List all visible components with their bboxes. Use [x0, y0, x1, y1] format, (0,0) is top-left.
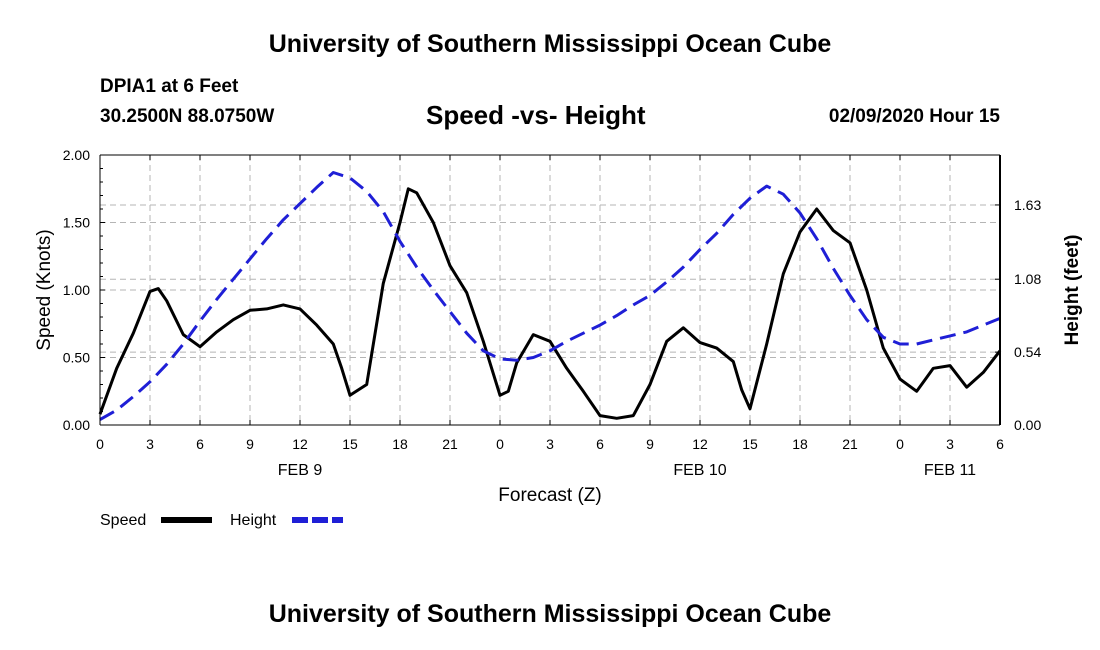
x-tick-label: 3: [146, 436, 154, 452]
y-axis-title: Speed (Knots): [34, 229, 55, 350]
series-layer: [98, 171, 1002, 421]
y-tick-label: 0.50: [63, 350, 90, 366]
y-tick-label: 1.50: [63, 215, 90, 231]
y2-tick-label: 0.54: [1014, 344, 1041, 360]
y2-tick-label: 0.00: [1014, 417, 1041, 433]
y2-axis-title: Height (feet): [1062, 235, 1083, 346]
x-tick-label: 12: [292, 436, 308, 452]
forecast-datetime: 02/09/2020 Hour 15: [828, 106, 1000, 127]
y-tick-label: 2.00: [63, 147, 90, 163]
x-tick-label: 21: [842, 436, 858, 452]
y2-tick-label: 1.08: [1014, 271, 1041, 287]
footer-title: University of Southern Mississippi Ocean…: [268, 600, 832, 628]
axes: [99, 154, 1001, 426]
series-line-height: [99, 171, 1001, 421]
page-title: University of Southern Mississippi Ocean…: [268, 30, 832, 58]
station-label: DPIA1 at 6 Feet: [100, 76, 239, 97]
date-label: FEB 10: [673, 462, 726, 479]
x-tick-label: 6: [596, 436, 604, 452]
date-label: FEB 9: [278, 462, 323, 479]
station-coordinates: 30.2500N 88.0750W: [100, 106, 275, 127]
legend-speed-label: Speed: [100, 512, 146, 529]
x-tick-label: 15: [742, 436, 758, 452]
x-tick-label: 0: [96, 436, 104, 452]
x-tick-label: 0: [496, 436, 504, 452]
x-tick-label: 6: [996, 436, 1004, 452]
x-tick-label: 18: [792, 436, 808, 452]
chart-title: Speed -vs- Height: [426, 100, 646, 130]
x-tick-label: 15: [342, 436, 358, 452]
x-tick-label: 6: [196, 436, 204, 452]
x-axis-title: Forecast (Z): [498, 485, 601, 506]
x-tick-label: 21: [442, 436, 458, 452]
date-label: FEB 11: [924, 462, 976, 479]
legend-height-label: Height: [230, 512, 277, 529]
grid: [100, 155, 1000, 425]
series-line-speed: [98, 187, 1002, 420]
x-tick-label: 12: [692, 436, 708, 452]
axis-labels: 0 3 6 9 12 15 18 21 0 3 6 9 12 15 18 21 0 3 6 0.00 0.50 1.00 1…: [34, 147, 1083, 506]
x-tick-label: 9: [246, 436, 254, 452]
legend: Speed Height: [100, 512, 343, 529]
x-tick-label: 18: [392, 436, 408, 452]
x-tick-label: 9: [646, 436, 654, 452]
y-tick-label: 1.00: [63, 282, 90, 298]
x-tick-label: 3: [546, 436, 554, 452]
y-tick-label: 0.00: [63, 417, 90, 433]
x-tick-label: 3: [946, 436, 954, 452]
x-tick-label: 0: [896, 436, 904, 452]
y2-tick-label: 1.63: [1014, 197, 1041, 213]
